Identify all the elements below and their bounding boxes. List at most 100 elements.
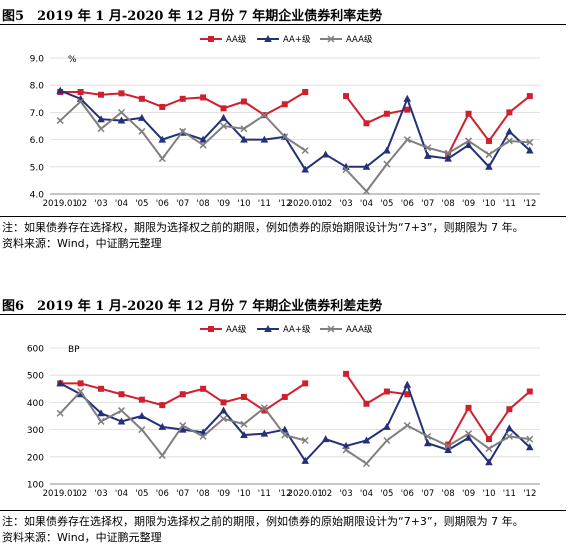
data-point bbox=[178, 425, 187, 433]
x-tick-label: '08 bbox=[442, 489, 455, 499]
data-point bbox=[525, 146, 534, 154]
series-line bbox=[59, 389, 306, 458]
x-tick-label: '08 bbox=[197, 489, 210, 499]
data-point bbox=[465, 137, 473, 145]
data-point bbox=[77, 89, 84, 95]
legend-item: AAA级 bbox=[320, 34, 373, 45]
y-tick-label: 400 bbox=[27, 399, 44, 409]
legend-label: AA+级 bbox=[283, 324, 311, 335]
marker-stroke bbox=[383, 160, 391, 168]
data-point bbox=[403, 421, 411, 430]
data-point bbox=[260, 404, 268, 412]
marker-stroke bbox=[199, 432, 207, 440]
data-point bbox=[138, 95, 145, 102]
x-tick-label: '02 bbox=[319, 199, 332, 209]
marker-stroke bbox=[465, 430, 473, 438]
y-tick-label: 5.0 bbox=[30, 163, 45, 173]
x-tick-label: '04 bbox=[360, 199, 373, 209]
data-point bbox=[117, 417, 126, 425]
data-point bbox=[98, 91, 105, 98]
figure-6-top-rule bbox=[0, 314, 566, 315]
x-tick-label: '03 bbox=[94, 489, 107, 499]
data-point bbox=[281, 431, 289, 439]
legend-marker bbox=[327, 35, 335, 43]
data-point bbox=[403, 380, 412, 388]
x-tick-label: '03 bbox=[339, 199, 352, 209]
marker-stroke bbox=[138, 426, 146, 434]
data-point bbox=[220, 122, 228, 130]
figure-5-bottom-rule bbox=[0, 216, 566, 217]
x-tick-label: '10 bbox=[482, 199, 495, 209]
legend-label: AA级 bbox=[226, 324, 247, 335]
data-point bbox=[464, 141, 473, 149]
marker-stroke bbox=[327, 325, 335, 333]
data-point bbox=[77, 97, 85, 106]
series-0 bbox=[57, 370, 533, 448]
series-line bbox=[345, 138, 530, 193]
legend-item: AA级 bbox=[200, 34, 247, 45]
x-tick-label: '09 bbox=[462, 489, 475, 499]
marker-stroke bbox=[403, 136, 411, 144]
data-point bbox=[159, 402, 166, 409]
data-point bbox=[485, 162, 493, 170]
data-point bbox=[77, 387, 85, 396]
figure-6-title: 图6 2019 年 1 月-2020 年 12 月份 7 年期企业债券利差走势 bbox=[2, 299, 383, 314]
figure-6-source: 资料来源：Wind，中证鹏元整理 bbox=[2, 531, 162, 544]
data-point bbox=[343, 370, 350, 377]
data-point bbox=[117, 108, 125, 116]
data-point bbox=[97, 125, 105, 133]
x-tick-label: '05 bbox=[380, 489, 393, 499]
y-tick-label: 8.0 bbox=[30, 82, 45, 92]
y-tick-label: 200 bbox=[27, 453, 44, 463]
legend-item: AA+级 bbox=[257, 324, 311, 335]
data-point bbox=[383, 436, 391, 445]
marker-stroke bbox=[281, 431, 289, 439]
data-point bbox=[403, 94, 412, 102]
marker-stroke bbox=[505, 432, 513, 440]
data-point bbox=[505, 432, 513, 440]
data-point bbox=[138, 396, 145, 403]
marker-stroke bbox=[342, 165, 350, 174]
data-point bbox=[342, 446, 350, 454]
figure-5: 图5 2019 年 1 月-2020 年 12 月份 7 年期企业债券利率走势 … bbox=[0, 0, 570, 260]
figure-6-bottom-rule bbox=[0, 510, 566, 511]
y-tick-label: 500 bbox=[27, 372, 44, 382]
data-point bbox=[383, 388, 390, 395]
data-point bbox=[260, 135, 269, 143]
data-point bbox=[240, 98, 247, 105]
x-tick-label: '05 bbox=[135, 489, 148, 499]
x-tick-label: '02 bbox=[74, 199, 87, 209]
x-tick-label: '03 bbox=[339, 489, 352, 499]
x-tick-label: '12 bbox=[278, 489, 291, 499]
data-point bbox=[321, 150, 330, 158]
y-tick-label: 6.0 bbox=[30, 136, 45, 146]
marker-stroke bbox=[179, 421, 187, 430]
series-1 bbox=[56, 379, 534, 466]
data-point bbox=[158, 135, 167, 143]
data-point bbox=[118, 391, 125, 398]
data-point bbox=[444, 154, 452, 162]
data-point bbox=[383, 422, 391, 430]
figure-5-source: 资料来源：Wind，中证鹏元整理 bbox=[2, 237, 162, 250]
data-point bbox=[363, 400, 370, 407]
marker-stroke bbox=[56, 409, 64, 417]
y-tick-label: 7.0 bbox=[30, 109, 45, 119]
marker-stroke bbox=[117, 108, 125, 116]
data-point bbox=[383, 110, 390, 117]
series-line bbox=[59, 89, 531, 171]
data-point bbox=[444, 446, 452, 453]
data-point bbox=[117, 116, 126, 124]
y-tick-label: 300 bbox=[27, 426, 44, 436]
marker-stroke bbox=[117, 407, 125, 415]
data-point bbox=[220, 105, 227, 112]
data-point bbox=[158, 422, 167, 430]
legend-label: AAA级 bbox=[346, 324, 373, 335]
data-point bbox=[138, 113, 146, 121]
marker-stroke bbox=[158, 451, 166, 459]
figure-5-top-rule bbox=[0, 24, 566, 25]
data-point bbox=[117, 407, 125, 415]
legend-label: AA级 bbox=[226, 34, 247, 45]
x-tick-label: '02 bbox=[74, 489, 87, 499]
x-tick-label: '04 bbox=[360, 489, 373, 499]
data-point bbox=[158, 451, 166, 459]
